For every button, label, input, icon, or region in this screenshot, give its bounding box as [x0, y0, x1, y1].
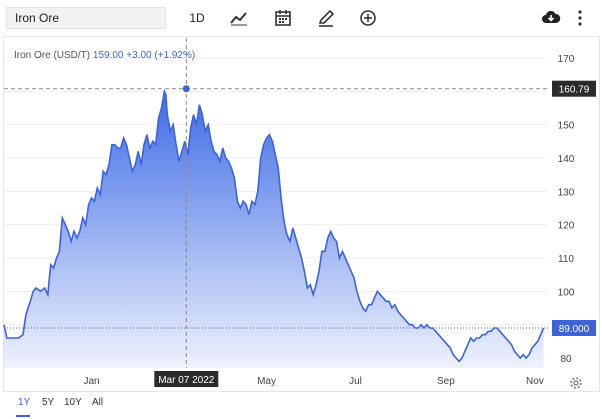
range-1y-button[interactable]: 1Y [18, 397, 31, 408]
price-area [4, 91, 544, 369]
y-tick-label: 150 [558, 121, 575, 132]
crosshair-price-flag: 160.79 [552, 80, 596, 97]
range-10y-button[interactable]: 10Y [64, 397, 82, 408]
chart-toolbar: Iron Ore 1D [0, 0, 602, 36]
chart-type-icon[interactable] [229, 8, 249, 28]
y-axis: 1701601501401301201101009080 [558, 54, 575, 365]
x-tick-label: Jan [83, 376, 99, 387]
crosshair-date-label: Mar 07 2022 [158, 375, 215, 386]
settings-gear-icon[interactable] [569, 376, 583, 395]
crosshair-price-label: 160.79 [559, 85, 590, 96]
calendar-icon[interactable] [273, 8, 293, 28]
legend-change: +3.00 (+1.92%) [126, 50, 196, 61]
y-tick-label: 80 [560, 354, 572, 365]
x-axis: Jan May Jul Sep Nov [83, 376, 543, 387]
y-tick-label: 130 [558, 187, 575, 198]
y-tick-label: 170 [558, 54, 575, 65]
x-tick-label: Nov [526, 376, 544, 387]
plus-circle-icon[interactable] [358, 8, 378, 28]
x-tick-label: Jul [349, 376, 362, 387]
symbol-search-input[interactable]: Iron Ore [6, 7, 166, 29]
last-price-label: 89.000 [559, 324, 590, 335]
crosshair-date-flag: Mar 07 2022 [154, 371, 219, 387]
price-line [3, 88, 545, 363]
x-tick-label: Sep [437, 376, 455, 387]
active-range-indicator [16, 415, 30, 417]
interval-button[interactable]: 1D [189, 11, 205, 25]
y-tick-label: 100 [558, 287, 575, 298]
more-vertical-icon[interactable] [570, 8, 590, 28]
legend-symbol: Iron Ore (USD/T) [14, 50, 91, 61]
x-tick-label: May [257, 376, 276, 387]
chart-frame [3, 36, 600, 392]
range-all-button[interactable]: All [92, 397, 104, 408]
pencil-icon[interactable] [316, 8, 336, 28]
range-bar: 1Y 5Y 10Y All [0, 377, 602, 419]
y-tick-label: 120 [558, 221, 575, 232]
y-tick-label: 110 [558, 254, 574, 265]
cloud-download-icon[interactable] [541, 8, 561, 28]
y-tick-label: 140 [558, 154, 575, 165]
crosshair-point [182, 85, 190, 93]
last-price-flag: 89.000 [552, 320, 596, 336]
legend-price: 159.00 [92, 50, 124, 61]
range-5y-button[interactable]: 5Y [42, 397, 55, 408]
chart-legend: Iron Ore (USD/T) 159.00 +3.00 (+1.92%) [14, 50, 195, 61]
